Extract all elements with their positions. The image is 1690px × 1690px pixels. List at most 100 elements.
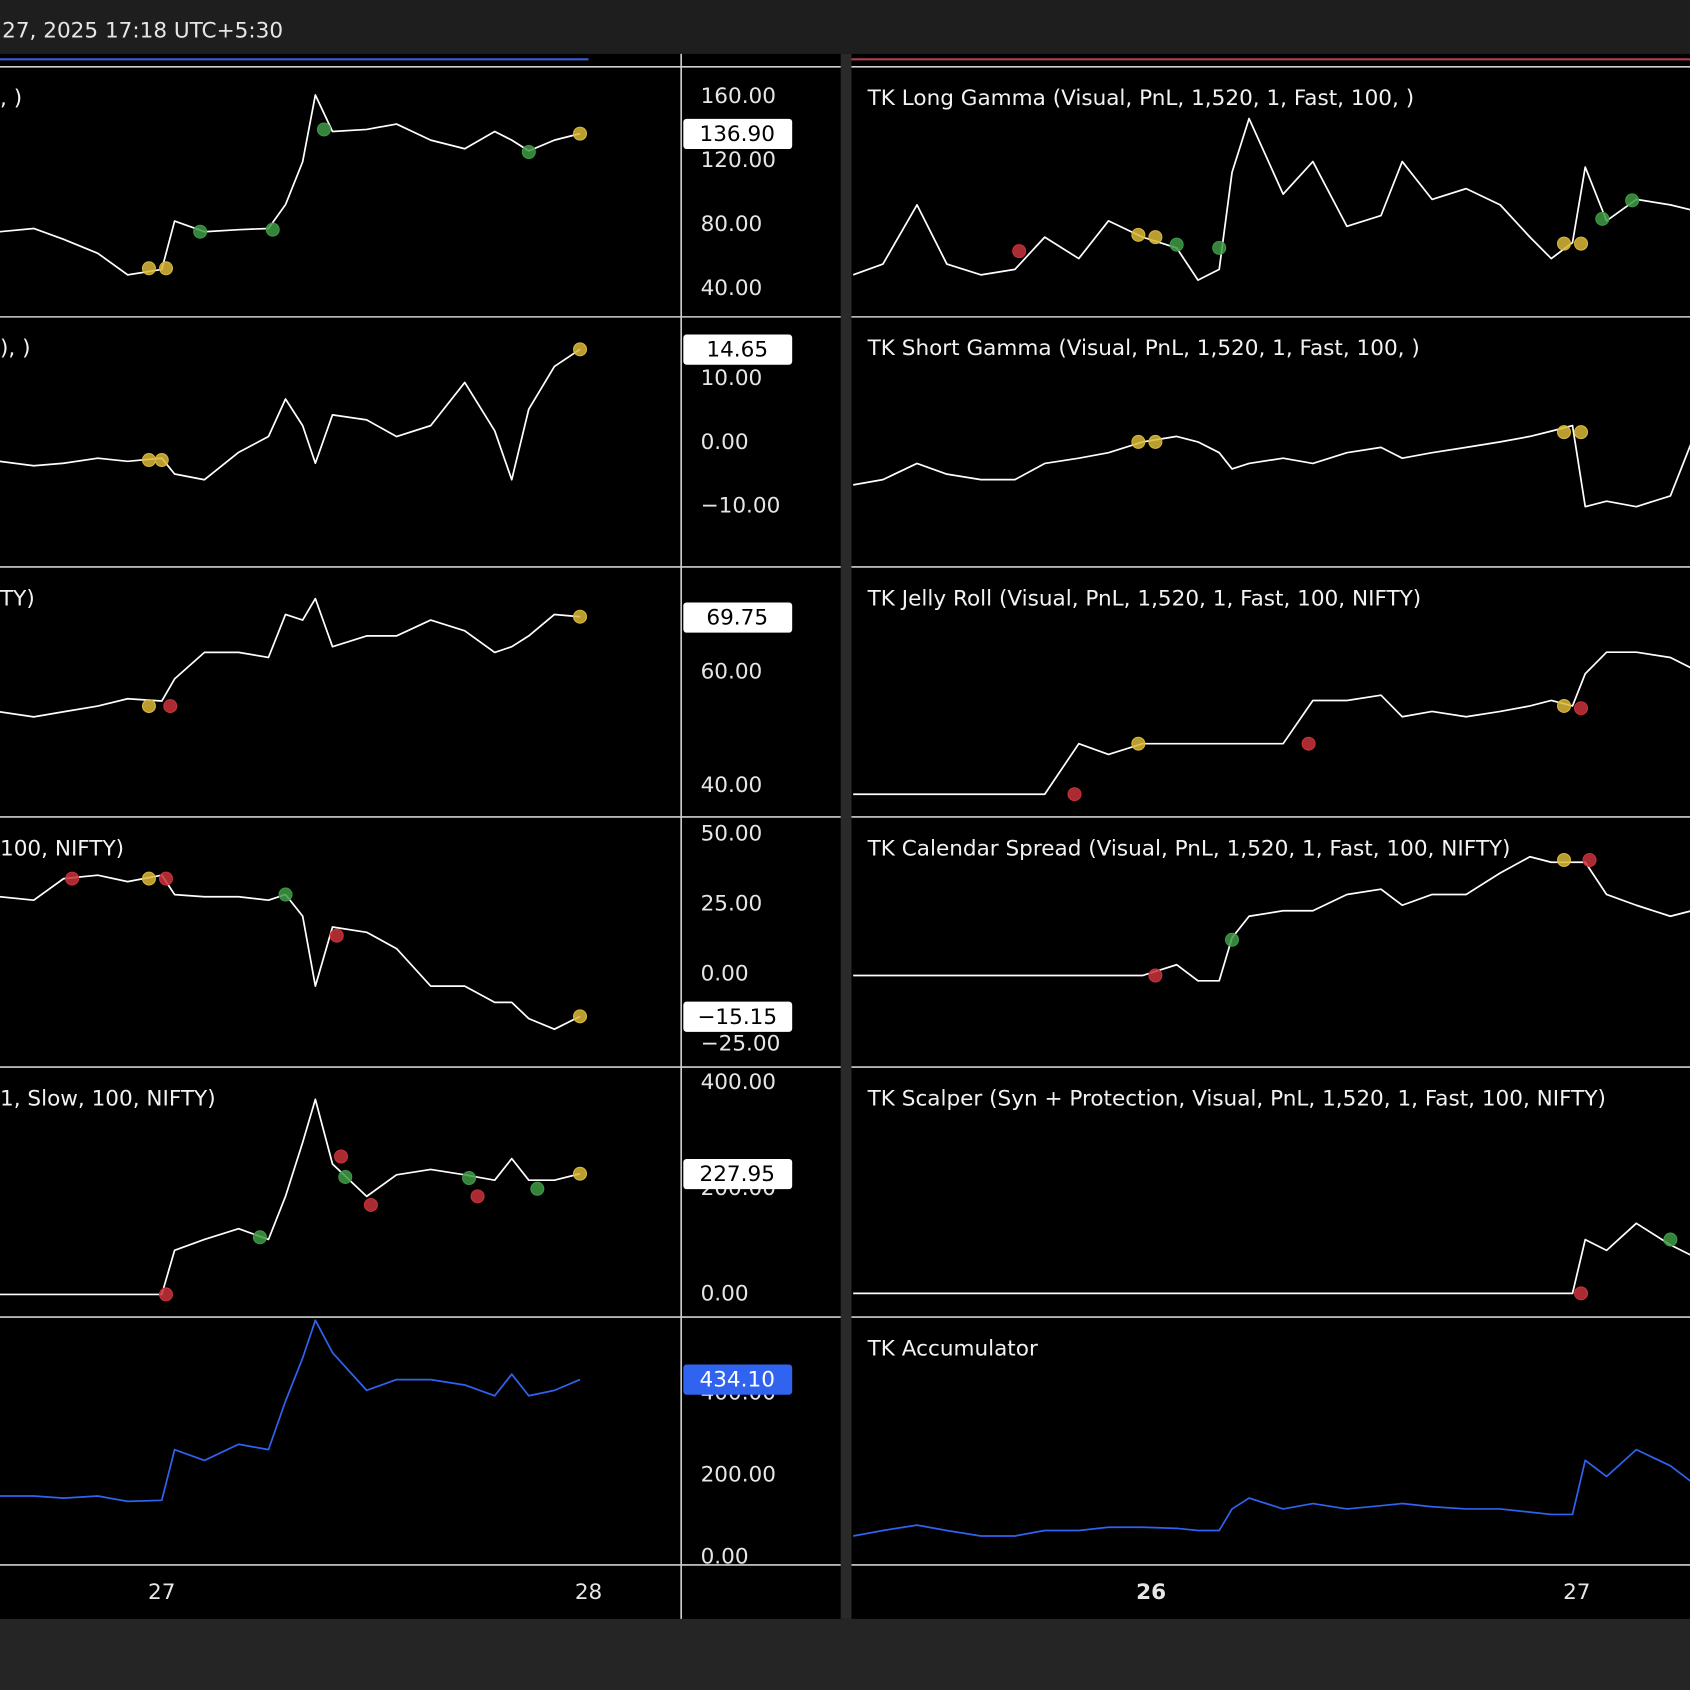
trade-marker bbox=[265, 222, 280, 237]
trade-marker bbox=[141, 699, 156, 714]
y-tick-label: −10.00 bbox=[701, 493, 781, 518]
y-tick-label: 60.00 bbox=[701, 660, 763, 685]
panel-title: TK Long Gamma (Visual, PnL, 1,520, 1, Fa… bbox=[867, 86, 1414, 111]
last-value-box bbox=[683, 1158, 793, 1190]
y-tick-label: 160.00 bbox=[701, 84, 776, 109]
y-tick-label: 200.00 bbox=[701, 1463, 776, 1488]
trade-marker bbox=[363, 1197, 378, 1212]
trade-marker bbox=[573, 1166, 588, 1181]
trade-marker bbox=[338, 1169, 353, 1184]
trade-marker bbox=[573, 1009, 588, 1024]
pnl-line bbox=[853, 1448, 1690, 1537]
last-value-label: 14.65 bbox=[706, 338, 768, 363]
trade-marker bbox=[163, 699, 178, 714]
panel-title: , ) bbox=[0, 86, 22, 111]
trade-marker bbox=[573, 609, 588, 624]
panel-title: 1, Slow, 100, NIFTY) bbox=[0, 1086, 216, 1111]
trade-marker bbox=[1301, 736, 1316, 751]
trade-marker bbox=[1212, 240, 1227, 255]
y-tick-label: 80.00 bbox=[701, 212, 763, 237]
trade-marker bbox=[1131, 434, 1146, 449]
pnl-line bbox=[853, 1222, 1690, 1295]
y-tick-label: 40.00 bbox=[701, 773, 763, 798]
pnl-line bbox=[0, 1319, 581, 1503]
y-tick-label: 0.00 bbox=[701, 1544, 749, 1569]
panel-title: TY) bbox=[0, 586, 35, 611]
trade-marker bbox=[1067, 787, 1082, 802]
trade-marker bbox=[1574, 1286, 1589, 1301]
last-value-box bbox=[683, 118, 793, 150]
last-value-box bbox=[683, 1364, 793, 1395]
y-tick-label: 40.00 bbox=[701, 276, 763, 301]
date-text: 27, 2025 17:18 UTC+5:30 bbox=[2, 18, 283, 43]
trade-marker bbox=[521, 144, 536, 159]
trade-marker bbox=[1131, 227, 1146, 242]
trade-marker bbox=[1169, 237, 1184, 252]
trade-marker bbox=[1557, 698, 1572, 713]
y-tick-label: 0.00 bbox=[701, 961, 749, 986]
trade-marker bbox=[530, 1181, 545, 1196]
trade-marker bbox=[573, 342, 588, 357]
trade-marker bbox=[1625, 193, 1640, 208]
trade-marker bbox=[316, 122, 331, 137]
trade-marker bbox=[470, 1189, 485, 1204]
trade-marker bbox=[159, 1287, 174, 1302]
x-tick-label: 27 bbox=[148, 1580, 175, 1605]
trade-marker bbox=[1557, 425, 1572, 440]
panel-title: ), ) bbox=[0, 336, 31, 361]
pnl-line bbox=[853, 855, 1690, 982]
trade-marker bbox=[65, 871, 80, 886]
trade-marker bbox=[462, 1171, 477, 1186]
pnl-line bbox=[0, 1098, 581, 1296]
trade-marker bbox=[141, 261, 156, 276]
pnl-line bbox=[0, 94, 581, 276]
top-bar bbox=[0, 0, 1690, 54]
y-tick-label: 120.00 bbox=[701, 148, 776, 173]
trade-marker bbox=[252, 1230, 267, 1245]
last-value-box bbox=[683, 1001, 793, 1032]
last-value-label: 69.75 bbox=[706, 606, 768, 631]
last-value-label: 136.90 bbox=[700, 122, 775, 147]
last-value-label: −15.15 bbox=[697, 1005, 777, 1030]
y-tick-label: 10.00 bbox=[701, 366, 763, 391]
trade-marker bbox=[159, 261, 174, 276]
y-tick-label: 25.00 bbox=[701, 891, 763, 916]
last-value-label: 227.95 bbox=[700, 1162, 775, 1187]
y-tick-label: 50.00 bbox=[701, 821, 763, 846]
panel-title: 100, NIFTY) bbox=[0, 836, 124, 861]
last-value-box bbox=[683, 602, 793, 633]
trade-marker bbox=[573, 126, 588, 141]
y-tick-label: −25.00 bbox=[701, 1031, 781, 1056]
trade-marker bbox=[1557, 852, 1572, 867]
trade-marker bbox=[329, 928, 344, 943]
pnl-line bbox=[0, 874, 581, 1031]
x-tick-label: 26 bbox=[1136, 1580, 1166, 1605]
last-value-label: 434.10 bbox=[700, 1368, 775, 1393]
trade-marker bbox=[1148, 968, 1163, 983]
trade-marker bbox=[1663, 1232, 1678, 1247]
last-value-box bbox=[683, 334, 793, 365]
pnl-line bbox=[853, 424, 1690, 508]
y-tick-label: 400.00 bbox=[701, 1070, 776, 1095]
panel-title: TK Accumulator bbox=[867, 1336, 1038, 1361]
trade-marker bbox=[1148, 434, 1163, 449]
y-tick-label: 0.00 bbox=[701, 1281, 749, 1306]
bottom-bar bbox=[0, 1618, 1690, 1690]
x-tick-label: 27 bbox=[1563, 1580, 1590, 1605]
pane-gap bbox=[840, 53, 852, 1619]
panel-title: TK Calendar Spread (Visual, PnL, 1,520, … bbox=[867, 836, 1511, 861]
trade-marker bbox=[1224, 932, 1240, 947]
pnl-line bbox=[853, 651, 1690, 796]
plots: 27 28 160.00 120.00 80.00 40.00 , ) 136.90 10.00… bbox=[0, 66, 1690, 1605]
trade-marker bbox=[159, 871, 174, 886]
trade-marker bbox=[154, 453, 169, 468]
trade-marker bbox=[141, 871, 156, 886]
trade-marker bbox=[1574, 701, 1589, 716]
trade-marker bbox=[1595, 211, 1610, 226]
trade-marker bbox=[1574, 236, 1589, 251]
panel-title: TK Scalper (Syn + Protection, Visual, Pn… bbox=[867, 1086, 1606, 1111]
trade-marker bbox=[1012, 244, 1027, 259]
pnl-line bbox=[852, 117, 1690, 281]
